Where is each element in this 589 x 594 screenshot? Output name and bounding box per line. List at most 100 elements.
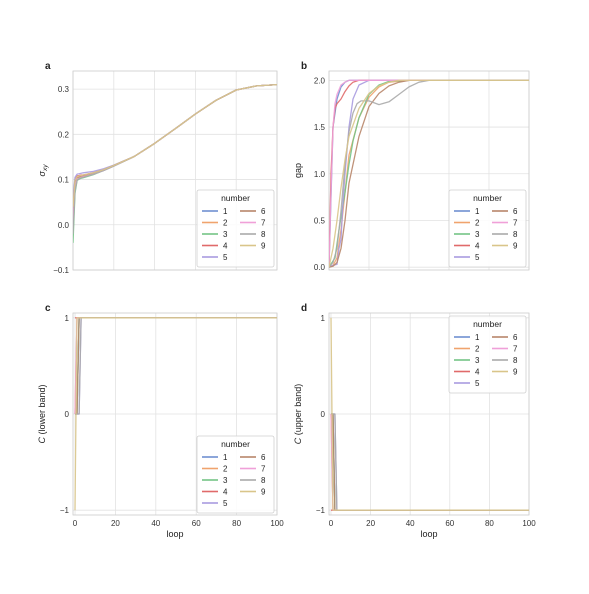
plot-frame [328,312,530,516]
panel-b: 0.0 0.5 1.0 1.5 2.0 b gap number 1 2 3 4 5 6 7 8 9 [293,61,530,272]
plot-frame [72,312,278,516]
series-line-8 [75,317,277,415]
x-tick-label: 0 [329,519,334,528]
legend-label-4: 4 [223,488,228,497]
y-tick-label: −1 [316,506,326,515]
legend-label-5: 5 [475,253,480,262]
series-line-7 [329,79,529,268]
y-tick-label: 0.0 [58,221,70,230]
legend-label-5: 5 [475,379,480,388]
y-tick-label: 0.2 [58,130,70,139]
legend-label-1: 1 [475,333,480,342]
y-axis-label: C (lower band) [37,384,47,443]
legend-label-5: 5 [223,253,228,262]
x-tick-label: 20 [111,519,120,528]
legend-label-1: 1 [475,207,480,216]
series-line-2 [330,413,529,511]
series-line-9 [73,83,277,207]
x-axis-label: loop [420,529,437,539]
y-tick-label: −0.1 [53,266,69,275]
series-line-3 [331,413,529,511]
legend-box [448,189,527,268]
y-tick-label: 2.0 [314,76,326,85]
series-line-9 [74,317,277,511]
panel-letter: a [45,61,51,72]
legend-label-1: 1 [223,453,228,462]
legend-title: number [221,439,250,449]
x-tick-label: 60 [445,519,454,528]
panel-a: −0.1 0.0 0.1 0.2 0.3 a σxy number 1 2 3 4 5 6 7 8 9 [37,61,278,275]
y-tick-label: 0.5 [314,216,326,225]
y-tick-label: 1.0 [314,170,326,179]
legend-label-2: 2 [475,345,480,354]
legend: number 1 2 3 4 5 6 7 8 9 [448,189,527,268]
series-line-7 [74,317,277,415]
x-tick-label: 60 [192,519,201,528]
legend-label-4: 4 [475,242,480,251]
series-line-5 [75,317,277,415]
plot-frame [328,70,530,271]
y-tick-label: 0 [65,410,70,419]
series-line-9 [330,317,529,511]
legend: number 1 2 3 4 5 6 7 8 9 [196,435,275,514]
legend-label-8: 8 [261,476,266,485]
series-line-6 [329,79,529,268]
legend: number 1 2 3 4 5 6 7 8 9 [196,189,275,268]
series-line-4 [73,83,277,203]
y-axis-label: gap [293,163,303,178]
x-tick-label: 100 [270,519,284,528]
series-line-8 [331,413,529,511]
legend-box [196,189,275,268]
legend-label-4: 4 [475,368,480,377]
legend-label-8: 8 [261,230,266,239]
y-tick-label: 0.0 [314,263,326,272]
legend-label-6: 6 [513,333,518,342]
legend-label-7: 7 [261,465,266,474]
y-tick-label: −1 [60,506,70,515]
legend-label-6: 6 [513,207,518,216]
series-group [330,317,529,511]
legend-label-9: 9 [261,242,266,251]
series-group [329,79,529,268]
panel-letter: d [301,303,307,314]
panel-letter: c [45,303,51,314]
legend-label-4: 4 [223,242,228,251]
legend: number 1 2 3 4 5 6 7 8 9 [448,315,527,394]
series-group [73,83,277,243]
legend-label-9: 9 [513,242,518,251]
legend-label-2: 2 [223,219,228,228]
legend-label-8: 8 [513,230,518,239]
series-line-6 [75,317,277,415]
x-tick-label: 40 [151,519,160,528]
series-line-5 [331,413,529,511]
legend-label-2: 2 [475,219,480,228]
legend-label-6: 6 [261,207,266,216]
legend-box [448,315,527,394]
legend-label-7: 7 [261,219,266,228]
legend-label-5: 5 [223,499,228,508]
y-tick-label: 0.3 [58,85,70,94]
y-tick-label: 1 [321,314,326,323]
x-axis-label: loop [166,529,183,539]
series-line-3 [75,317,277,415]
legend-label-6: 6 [261,453,266,462]
plot-frame [72,70,278,271]
series-line-2 [74,317,277,415]
y-tick-label: 1 [65,314,70,323]
series-line-7 [330,413,529,511]
series-line-9 [329,79,529,268]
y-tick-label: 1.5 [314,123,326,132]
series-line-5 [73,83,277,198]
y-axis-label: C (upper band) [293,384,303,445]
legend-title: number [473,319,502,329]
series-line-1 [331,413,529,511]
x-tick-label: 80 [232,519,241,528]
legend-label-1: 1 [223,207,228,216]
legend-label-2: 2 [223,465,228,474]
legend-label-9: 9 [261,488,266,497]
series-line-6 [331,413,529,511]
series-line-1 [75,317,277,415]
